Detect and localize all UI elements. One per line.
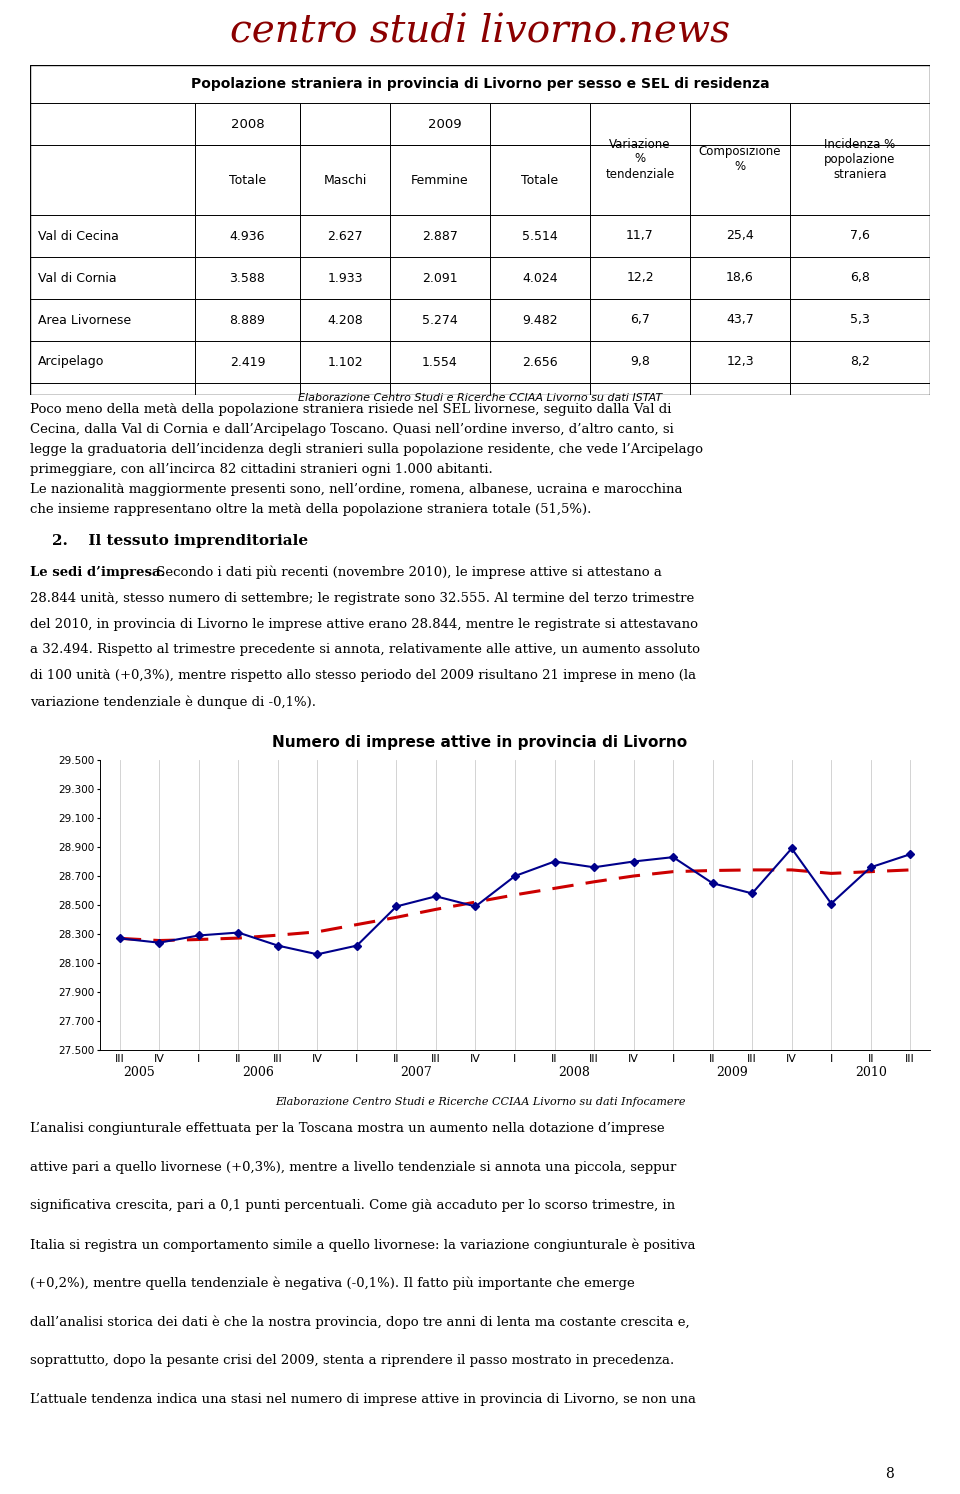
- Text: Area Livornese: Area Livornese: [38, 314, 132, 327]
- Text: Italia si registra un comportamento simile a quello livornese: la variazione con: Italia si registra un comportamento simi…: [30, 1239, 695, 1252]
- Text: Femmine: Femmine: [411, 173, 468, 187]
- Text: 2.419: 2.419: [229, 356, 265, 369]
- Text: Secondo i dati più recenti (novembre 2010), le imprese attive si attestano a: Secondo i dati più recenti (novembre 201…: [152, 566, 661, 580]
- Text: 2007: 2007: [400, 1065, 432, 1079]
- Text: 2009: 2009: [428, 118, 462, 130]
- Text: 2009: 2009: [716, 1065, 748, 1079]
- Text: L’attuale tendenza indica una stasi nel numero di imprese attive in provincia di: L’attuale tendenza indica una stasi nel …: [30, 1392, 696, 1406]
- Text: 4.208: 4.208: [327, 314, 363, 327]
- Text: 18,6: 18,6: [726, 272, 754, 284]
- Text: Maschi: Maschi: [324, 173, 367, 187]
- Text: 5.274: 5.274: [422, 314, 458, 327]
- Text: 2.887: 2.887: [422, 230, 458, 242]
- Text: Poco meno della metà della popolazione straniera risiede nel SEL livornese, segu: Poco meno della metà della popolazione s…: [30, 403, 671, 415]
- Text: 1.933: 1.933: [327, 272, 363, 284]
- Text: 5.514: 5.514: [522, 230, 558, 242]
- Text: 8: 8: [886, 1467, 895, 1481]
- Text: 5,3: 5,3: [850, 314, 870, 327]
- Text: del 2010, in provincia di Livorno le imprese attive erano 28.844, mentre le regi: del 2010, in provincia di Livorno le imp…: [30, 617, 698, 630]
- Text: attive pari a quello livornese (+0,3%), mentre a livello tendenziale si annota u: attive pari a quello livornese (+0,3%), …: [30, 1161, 677, 1174]
- Text: 1.102: 1.102: [327, 356, 363, 369]
- Text: legge la graduatoria dell’incidenza degli stranieri sulla popolazione residente,: legge la graduatoria dell’incidenza degl…: [30, 444, 703, 456]
- Text: Le sedi d’impresa.: Le sedi d’impresa.: [30, 566, 165, 578]
- Text: 4.024: 4.024: [522, 272, 558, 284]
- Text: 43,7: 43,7: [726, 314, 754, 327]
- Text: 9.482: 9.482: [522, 314, 558, 327]
- Text: 7,6: 7,6: [850, 230, 870, 242]
- Text: (+0,2%), mentre quella tendenziale è negativa (-0,1%). Il fatto più importante c: (+0,2%), mentre quella tendenziale è neg…: [30, 1277, 635, 1291]
- Text: Le nazionalità maggiormente presenti sono, nell’ordine, romena, albanese, ucrain: Le nazionalità maggiormente presenti son…: [30, 483, 683, 496]
- Text: Elaborazione Centro Studi e Ricerche CCIAA Livorno su dati ISTAT: Elaborazione Centro Studi e Ricerche CCI…: [298, 393, 662, 403]
- Text: Composizione
%: Composizione %: [699, 145, 781, 173]
- Text: 28.844 unità, stesso numero di settembre; le registrate sono 32.555. Al termine : 28.844 unità, stesso numero di settembre…: [30, 592, 694, 605]
- Text: Popolazione straniera in provincia di Livorno per sesso e SEL di residenza: Popolazione straniera in provincia di Li…: [191, 78, 769, 91]
- Text: 2006: 2006: [242, 1065, 274, 1079]
- Text: 6,7: 6,7: [630, 314, 650, 327]
- Text: a 32.494. Rispetto al trimestre precedente si annota, relativamente alle attive,: a 32.494. Rispetto al trimestre preceden…: [30, 644, 700, 656]
- Text: Val di Cecina: Val di Cecina: [38, 230, 119, 242]
- Text: Arcipelago: Arcipelago: [38, 356, 105, 369]
- Text: 2008: 2008: [230, 118, 264, 130]
- Text: 2008: 2008: [559, 1065, 590, 1079]
- Text: 2.091: 2.091: [422, 272, 458, 284]
- Text: 9,8: 9,8: [630, 356, 650, 369]
- Text: centro studi livorno.news: centro studi livorno.news: [230, 13, 730, 51]
- Text: Val di Cornia: Val di Cornia: [38, 272, 116, 284]
- Text: L’analisi congiunturale effettuata per la Toscana mostra un aumento nella dotazi: L’analisi congiunturale effettuata per l…: [30, 1122, 664, 1135]
- Text: 2.  Il tessuto imprenditoriale: 2. Il tessuto imprenditoriale: [53, 533, 308, 548]
- Text: di 100 unità (+0,3%), mentre rispetto allo stesso periodo del 2009 risultano 21 : di 100 unità (+0,3%), mentre rispetto al…: [30, 669, 696, 683]
- Text: Totale: Totale: [521, 173, 559, 187]
- Text: Variazione
%
tendenziale: Variazione % tendenziale: [606, 137, 675, 181]
- Text: che insieme rappresentano oltre la metà della popolazione straniera totale (51,5: che insieme rappresentano oltre la metà …: [30, 503, 591, 515]
- Text: 3.588: 3.588: [229, 272, 265, 284]
- Text: 2005: 2005: [124, 1065, 156, 1079]
- Text: 8,2: 8,2: [850, 356, 870, 369]
- Text: 25,4: 25,4: [726, 230, 754, 242]
- Text: primeggiare, con all’incirca 82 cittadini stranieri ogni 1.000 abitanti.: primeggiare, con all’incirca 82 cittadin…: [30, 463, 492, 477]
- Text: 6,8: 6,8: [850, 272, 870, 284]
- Text: 2.627: 2.627: [327, 230, 363, 242]
- Text: 11,7: 11,7: [626, 230, 654, 242]
- Text: soprattutto, dopo la pesante crisi del 2009, stenta a riprendere il passo mostra: soprattutto, dopo la pesante crisi del 2…: [30, 1355, 674, 1367]
- Text: 4.936: 4.936: [229, 230, 265, 242]
- Text: 12,3: 12,3: [726, 356, 754, 369]
- Text: 8.889: 8.889: [229, 314, 265, 327]
- Text: 2010: 2010: [854, 1065, 887, 1079]
- Text: Totale: Totale: [228, 173, 266, 187]
- Text: variazione tendenziale è dunque di -0,1%).: variazione tendenziale è dunque di -0,1%…: [30, 695, 316, 708]
- Text: Elaborazione Centro Studi e Ricerche CCIAA Livorno su dati Infocamere: Elaborazione Centro Studi e Ricerche CCI…: [275, 1097, 685, 1107]
- Text: Cecina, dalla Val di Cornia e dall’Arcipelago Toscano. Quasi nell’ordine inverso: Cecina, dalla Val di Cornia e dall’Arcip…: [30, 423, 674, 436]
- Text: Incidenza %
popolazione
straniera: Incidenza % popolazione straniera: [825, 137, 896, 181]
- Text: Numero di imprese attive in provincia di Livorno: Numero di imprese attive in provincia di…: [273, 735, 687, 750]
- Text: significativa crescita, pari a 0,1 punti percentuali. Come già accaduto per lo s: significativa crescita, pari a 0,1 punti…: [30, 1200, 675, 1212]
- Text: 2.656: 2.656: [522, 356, 558, 369]
- Text: dall’analisi storica dei dati è che la nostra provincia, dopo tre anni di lenta : dall’analisi storica dei dati è che la n…: [30, 1316, 689, 1330]
- Text: 1.554: 1.554: [422, 356, 458, 369]
- Text: 12,2: 12,2: [626, 272, 654, 284]
